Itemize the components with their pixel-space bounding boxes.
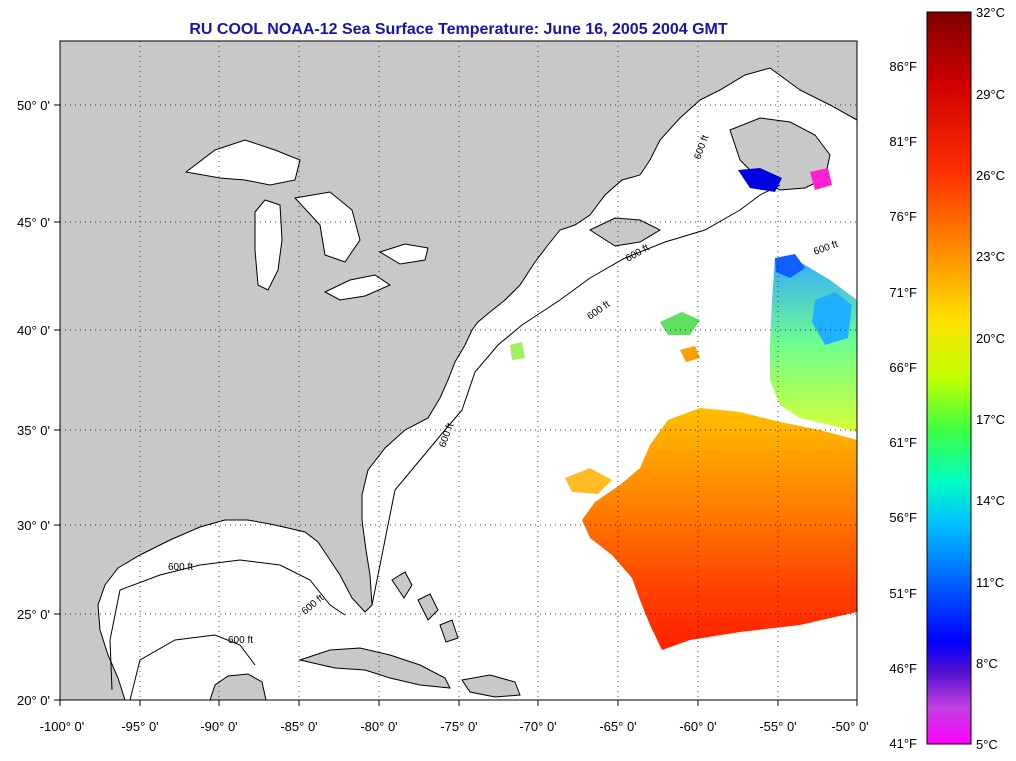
sst-warm-patch — [565, 468, 612, 494]
x-tick-label: -65° 0' — [599, 719, 636, 734]
fahrenheit-label: 86°F — [889, 59, 917, 74]
x-tick-label: -90° 0' — [200, 719, 237, 734]
y-tick-label: 40° 0' — [17, 323, 50, 338]
celsius-label: 11°C — [976, 575, 1004, 590]
celsius-label: 23°C — [976, 249, 1005, 264]
land-cuba — [298, 647, 451, 689]
celsius-label: 5°C — [976, 737, 998, 752]
land-north-america — [60, 41, 857, 700]
y-axis-labels: 50° 0' 45° 0' 40° 0' 35° 0' 30° 0' 25° 0… — [17, 98, 50, 708]
y-tick-label: 25° 0' — [17, 607, 50, 622]
fahrenheit-label: 41°F — [889, 736, 917, 751]
land-yucatan — [209, 673, 267, 700]
great-lakes — [184, 139, 429, 301]
x-tick-label: -55° 0' — [759, 719, 796, 734]
land-bahamas — [391, 571, 459, 643]
fahrenheit-label: 66°F — [889, 360, 917, 375]
celsius-label: 32°C — [976, 5, 1005, 20]
x-tick-label: -50° 0' — [831, 719, 868, 734]
fahrenheit-label: 81°F — [889, 134, 917, 149]
contour-label: 600 ft — [228, 635, 253, 646]
y-tick-label: 30° 0' — [17, 518, 50, 533]
colorbar — [926, 11, 972, 745]
gulf-contour — [129, 634, 256, 700]
sst-green-patch-2 — [510, 342, 525, 360]
land-hispaniola — [461, 674, 521, 698]
y-tick-label: 35° 0' — [17, 423, 50, 438]
celsius-label: 8°C — [976, 656, 998, 671]
x-tick-label: -95° 0' — [121, 719, 158, 734]
sst-orange-patch — [680, 346, 700, 362]
sst-cold-patch-2 — [812, 292, 852, 345]
sst-cold-patch-1 — [775, 254, 805, 278]
fahrenheit-label: 51°F — [889, 586, 917, 601]
celsius-label: 20°C — [976, 331, 1005, 346]
axis-ticks — [54, 104, 858, 706]
x-tick-label: -70° 0' — [519, 719, 556, 734]
fahrenheit-label: 61°F — [889, 435, 917, 450]
contour-label: 600 ft — [168, 562, 193, 573]
x-tick-label: -85° 0' — [280, 719, 317, 734]
celsius-label: 14°C — [976, 493, 1005, 508]
shelf-contour — [109, 184, 781, 691]
colorbar-celsius-labels: 32°C 29°C 26°C 23°C 20°C 17°C 14°C 11°C … — [976, 5, 1005, 752]
fahrenheit-label: 76°F — [889, 209, 917, 224]
y-tick-label: 45° 0' — [17, 215, 50, 230]
fahrenheit-label: 71°F — [889, 285, 917, 300]
sst-warm-swath — [582, 408, 857, 650]
colorbar-fahrenheit-labels: 86°F 81°F 76°F 71°F 66°F 61°F 56°F 51°F … — [889, 59, 917, 751]
fahrenheit-label: 46°F — [889, 661, 917, 676]
x-tick-label: -60° 0' — [679, 719, 716, 734]
sst-magenta-patch — [810, 168, 832, 190]
land-nova-scotia — [588, 217, 662, 247]
sst-green-patch-1 — [660, 312, 700, 335]
x-tick-label: -75° 0' — [440, 719, 477, 734]
x-tick-label: -80° 0' — [360, 719, 397, 734]
fahrenheit-label: 56°F — [889, 510, 917, 525]
map-title: RU COOL NOAA-12 Sea Surface Temperature:… — [189, 21, 728, 38]
celsius-label: 26°C — [976, 168, 1005, 183]
sst-cold-patch-3 — [738, 168, 782, 192]
y-tick-label: 20° 0' — [17, 693, 50, 708]
celsius-label: 29°C — [976, 87, 1005, 102]
x-axis-labels: -100° 0' -95° 0' -90° 0' -85° 0' -80° 0'… — [40, 719, 869, 734]
y-tick-label: 50° 0' — [17, 98, 50, 113]
celsius-label: 17°C — [976, 412, 1005, 427]
x-tick-label: -100° 0' — [40, 719, 85, 734]
